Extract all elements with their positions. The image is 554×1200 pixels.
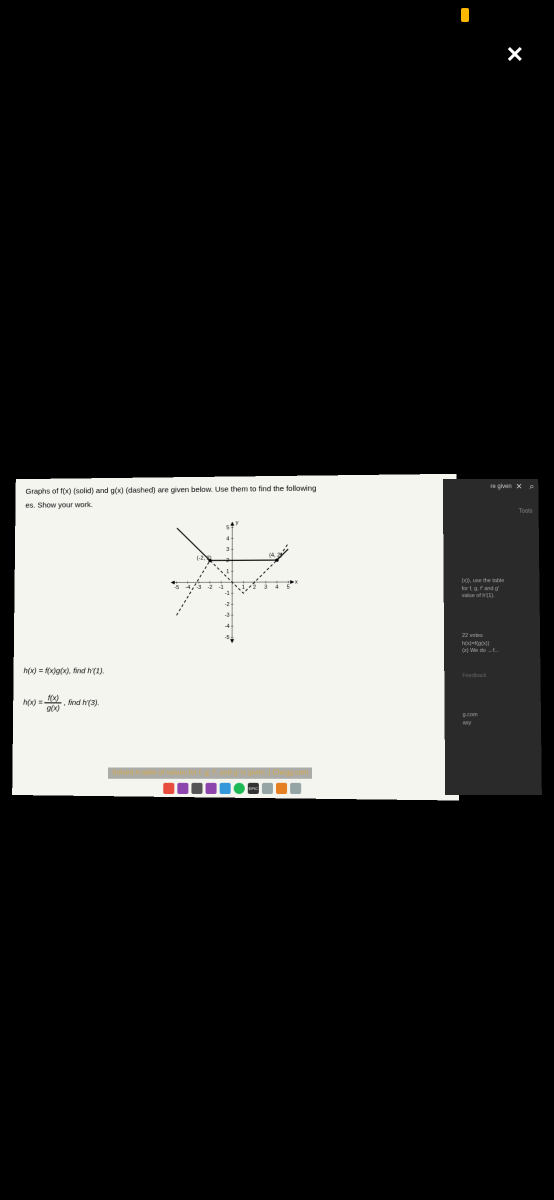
svg-text:5: 5 — [226, 525, 229, 531]
dock-app-6[interactable] — [262, 782, 273, 793]
svg-text:-1: -1 — [225, 590, 230, 596]
frac-denominator: g(x) — [45, 703, 62, 712]
sb1-l1: (x)), use the table — [462, 578, 532, 586]
svg-text:2: 2 — [226, 557, 229, 563]
svg-text:1: 1 — [242, 584, 245, 590]
svg-text:3: 3 — [226, 547, 229, 553]
svg-text:-4: -4 — [225, 623, 230, 629]
dock-app-3[interactable] — [191, 782, 202, 793]
feedback-link[interactable]: Feedback — [462, 673, 532, 681]
graph-svg: -5 -4 -3 -2 -1 1 2 3 4 5 5 4 3 2 1 -1 -2 -3 -4 -5 (-… — [150, 515, 315, 647]
document-page: Graphs of f(x) (solid) and g(x) (dashed)… — [12, 474, 459, 801]
search-icon[interactable]: ⌕ — [529, 481, 534, 492]
sidebar-result-3[interactable]: g.com asy — [463, 712, 533, 727]
svg-text:2: 2 — [253, 584, 256, 590]
sb1-l2: for f, g, f' and g' — [462, 586, 532, 594]
part-b-suffix: , find h'(3). — [64, 697, 100, 706]
browser-sidebar: re given ✕ ⌕ Tools (x)), use the table f… — [443, 479, 542, 795]
tab-close-icon[interactable]: ✕ — [516, 482, 523, 491]
problem-part-a: h(x) = f(x)g(x), find h'(1). — [24, 666, 448, 676]
dock-epic-icon[interactable]: EPIC — [248, 782, 259, 793]
dock-app-5[interactable] — [220, 782, 231, 793]
svg-text:-5: -5 — [225, 634, 230, 640]
problem-part-b: h(x) = f(x) g(x) , find h'(3). — [23, 693, 448, 715]
frac-numerator: f(x) — [45, 693, 62, 703]
svg-text:5: 5 — [287, 584, 290, 590]
coordinate-graph: -5 -4 -3 -2 -1 1 2 3 4 5 5 4 3 2 1 -1 -2 -3 -4 -5 (-… — [150, 515, 315, 647]
part-b-prefix: h(x) = — [23, 697, 45, 706]
sb4-l2: asy — [463, 720, 533, 728]
dock-spotify-icon[interactable] — [234, 782, 245, 793]
svg-text:-2: -2 — [225, 601, 230, 607]
sb2-l1: 22 votes — [462, 633, 532, 641]
close-button[interactable]: ✕ — [506, 42, 524, 68]
sb2-l3: (x) We do →f... — [462, 648, 532, 656]
label-4-2: (4, 2) — [269, 552, 282, 558]
svg-text:-3: -3 — [225, 612, 230, 618]
svg-text:-3: -3 — [196, 584, 201, 590]
point-4-2 — [275, 558, 278, 561]
tab-label: re given — [490, 484, 511, 490]
svg-text:1: 1 — [226, 568, 229, 574]
sb4-l1: g.com — [463, 712, 533, 720]
dock-app-8[interactable] — [290, 782, 301, 793]
svg-text:-1: -1 — [219, 584, 224, 590]
search-result-title[interactable]: Solved A table of values for f, g, f', a… — [108, 768, 312, 779]
svg-text:x: x — [295, 579, 298, 585]
problem-intro-line1: Graphs of f(x) (solid) and g(x) (dashed)… — [26, 482, 446, 496]
dock-app-1[interactable] — [163, 782, 174, 793]
sidebar-result-1[interactable]: (x)), use the table for f, g, f' and g' … — [462, 578, 532, 601]
tools-label: Tools — [519, 509, 533, 515]
dock-app-4[interactable] — [206, 782, 217, 793]
svg-text:-5: -5 — [174, 584, 179, 590]
photo-viewer: Graphs of f(x) (solid) and g(x) (dashed)… — [12, 479, 542, 795]
svg-text:3: 3 — [264, 584, 267, 590]
dock-app-7[interactable] — [276, 782, 287, 793]
svg-text:4: 4 — [226, 536, 229, 542]
svg-text:-2: -2 — [207, 584, 212, 590]
dock-app-2[interactable] — [177, 782, 188, 793]
problem-intro-line2: es. Show your work. — [25, 496, 446, 510]
label-neg2-2: (-2, 2) — [197, 555, 212, 561]
macos-dock: EPIC — [163, 781, 415, 795]
sidebar-result-2[interactable]: 22 votes h(x)=f(g(x)) (x) We do →f... — [462, 633, 532, 656]
sb1-l3: value of h'(1). — [462, 593, 532, 601]
svg-text:-4: -4 — [185, 584, 190, 590]
browser-tab[interactable]: re given ✕ ⌕ — [490, 481, 534, 492]
svg-text:4: 4 — [275, 584, 278, 590]
sb2-l2: h(x)=f(g(x)) — [462, 641, 532, 649]
svg-text:y: y — [236, 520, 239, 526]
battery-indicator — [461, 8, 469, 22]
